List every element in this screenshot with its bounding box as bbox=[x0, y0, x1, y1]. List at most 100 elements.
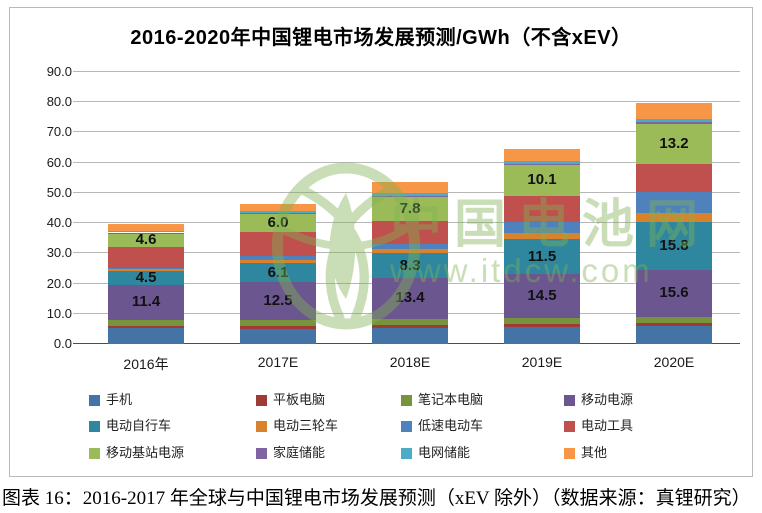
chart-frame: 2016-2020年中国锂电市场发展预测/GWh（不含xEV） 0.0 10.0 2… bbox=[9, 7, 753, 477]
y-axis: 0.0 10.0 20.0 30.0 40.0 50.0 60.0 70.0 80.0 90.0 bbox=[14, 64, 72, 351]
bar-value-label: 7.8 bbox=[399, 199, 421, 217]
bar-segment bbox=[636, 119, 712, 123]
gridline bbox=[73, 131, 740, 133]
legend-item-label: 电动自行车 bbox=[106, 418, 172, 433]
bar-segment bbox=[636, 122, 712, 124]
bar-segment bbox=[504, 163, 580, 166]
bar-segment bbox=[636, 192, 712, 214]
legend-item-label: 移动基站电源 bbox=[106, 445, 185, 460]
legend-swatch bbox=[401, 420, 412, 432]
bar-segment bbox=[108, 232, 184, 247]
bar-value-label: 10.1 bbox=[527, 171, 557, 189]
legend-item-label: 电动工具 bbox=[581, 418, 634, 433]
legend-swatch bbox=[564, 394, 575, 406]
bar-segment bbox=[636, 325, 712, 344]
bar-value-label: 12.5 bbox=[263, 291, 293, 309]
bar-segment bbox=[372, 278, 448, 319]
legend-item: 低速电动车 bbox=[401, 418, 483, 434]
legend-swatch bbox=[256, 447, 267, 459]
bar-value-label: 4.6 bbox=[135, 230, 157, 248]
chart-title: 2016-2020年中国锂电市场发展预测/GWh（不含xEV） bbox=[130, 27, 632, 49]
y-tick-label: 20.0 bbox=[46, 275, 72, 291]
bar-value-label: 11.5 bbox=[527, 247, 557, 265]
legend-item-label: 平板电脑 bbox=[273, 392, 326, 407]
bar-segment bbox=[240, 211, 316, 214]
gridline bbox=[73, 161, 740, 163]
legend-item-label: 电动三轮车 bbox=[273, 418, 339, 433]
bar-segment bbox=[636, 124, 712, 164]
bar-segment bbox=[108, 223, 184, 231]
bar-segment bbox=[108, 319, 184, 326]
legend-swatch bbox=[256, 420, 267, 432]
legend-item: 其他 bbox=[564, 445, 607, 461]
legend-item: 电网储能 bbox=[401, 445, 470, 461]
bar-segment bbox=[108, 328, 184, 344]
bar-segment bbox=[372, 220, 448, 244]
bar-segment bbox=[504, 232, 580, 240]
legend-swatch bbox=[89, 447, 100, 459]
legend-item: 移动电源 bbox=[564, 392, 633, 408]
legend-item: 电动自行车 bbox=[89, 418, 171, 434]
bar-segment bbox=[240, 319, 316, 326]
legend-item: 电动三轮车 bbox=[256, 418, 338, 434]
bar-segment bbox=[636, 102, 712, 120]
bar-value-label: 15.6 bbox=[659, 284, 689, 302]
bar-segment bbox=[372, 248, 448, 254]
bar-segment bbox=[504, 160, 580, 164]
bar-segment bbox=[240, 213, 316, 215]
bar-segment bbox=[108, 285, 184, 320]
bar-segment bbox=[372, 196, 448, 198]
y-tick-label: 30.0 bbox=[46, 245, 72, 261]
legend-item: 家庭储能 bbox=[256, 445, 325, 461]
bar-segment bbox=[636, 269, 712, 317]
y-tick-label: 0.0 bbox=[53, 336, 72, 351]
gridline bbox=[73, 71, 740, 72]
legend-item-label: 家庭储能 bbox=[273, 445, 326, 460]
legend-item-label: 其他 bbox=[581, 445, 608, 460]
y-tick-label: 40.0 bbox=[46, 215, 72, 231]
bar-value-label: 13.4 bbox=[395, 289, 425, 307]
bar-segment bbox=[108, 246, 184, 268]
x-tick-label: 2020E bbox=[653, 354, 695, 370]
legend-swatch bbox=[564, 420, 575, 432]
legend-item: 手机 bbox=[89, 392, 132, 408]
bar-segment bbox=[372, 327, 448, 344]
legend-swatch bbox=[89, 420, 100, 432]
bar-segment bbox=[372, 324, 448, 328]
legend-item-label: 电网储能 bbox=[418, 445, 471, 460]
bar-segment bbox=[372, 193, 448, 197]
x-tick-label: 2016年 bbox=[123, 356, 169, 372]
bar-segment bbox=[636, 163, 712, 192]
legend-swatch bbox=[401, 394, 412, 406]
legend-item: 移动基站电源 bbox=[89, 445, 184, 461]
bar-segment bbox=[240, 260, 316, 264]
bar-value-label: 6.1 bbox=[267, 263, 289, 281]
bar-segment bbox=[240, 328, 316, 344]
bar-segment bbox=[636, 213, 712, 222]
legend-swatch bbox=[564, 447, 575, 459]
bar-segment bbox=[504, 326, 580, 344]
bar-segment bbox=[108, 267, 184, 270]
bar-segment bbox=[240, 325, 316, 329]
bar-value-label: 4.5 bbox=[135, 269, 157, 287]
bar-segment bbox=[636, 221, 712, 270]
bar-segment bbox=[636, 323, 712, 326]
plot-area: 11.4 12.5 13.4 14.5 15.6 4.5 6.1 8.3 11.5 15.8 4.6… bbox=[73, 71, 740, 344]
legend-item-label: 笔记本电脑 bbox=[418, 392, 484, 407]
bar-segment bbox=[504, 148, 580, 161]
y-tick-label: 50.0 bbox=[46, 184, 72, 200]
bar-segment bbox=[504, 221, 580, 233]
bar-value-label: 13.2 bbox=[659, 134, 689, 152]
x-tick-label: 2018E bbox=[389, 354, 431, 370]
x-axis-labels: 2016年 2017E 2018E 2019E 2020E bbox=[80, 354, 740, 374]
bar-segment bbox=[504, 317, 580, 325]
legend-swatch bbox=[256, 394, 267, 406]
legend-item-label: 手机 bbox=[106, 392, 133, 407]
bar-value-label: 14.5 bbox=[527, 286, 557, 304]
y-tick-label: 70.0 bbox=[46, 124, 72, 140]
bar-value-label: 11.4 bbox=[131, 293, 161, 311]
bar-segment bbox=[504, 273, 580, 318]
bar-segment bbox=[108, 325, 184, 329]
bar-segment bbox=[240, 214, 316, 233]
